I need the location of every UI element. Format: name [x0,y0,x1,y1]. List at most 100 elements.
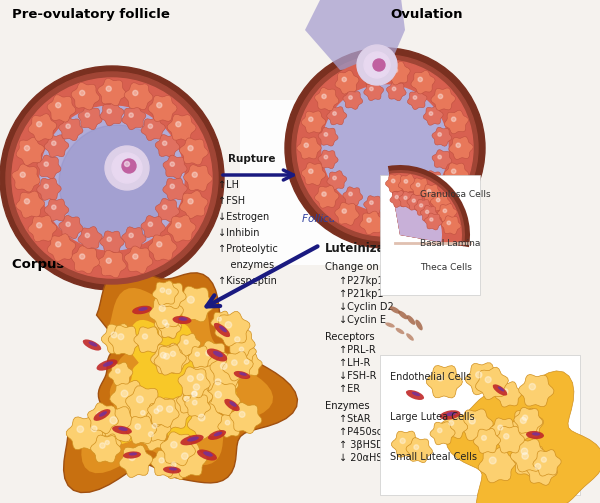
Circle shape [529,383,535,390]
Circle shape [333,112,337,115]
Circle shape [430,218,433,221]
Circle shape [160,352,166,358]
Ellipse shape [208,430,226,440]
Polygon shape [158,317,181,339]
Text: ↑ 3βHSD: ↑ 3βHSD [339,440,384,450]
Polygon shape [98,78,127,106]
Polygon shape [177,333,201,356]
Circle shape [221,363,227,369]
Circle shape [304,143,308,147]
Circle shape [148,222,152,226]
Circle shape [342,77,346,81]
Text: ↑P450scc: ↑P450scc [339,427,388,437]
Polygon shape [155,135,179,157]
Polygon shape [188,346,212,368]
Circle shape [239,411,245,417]
Polygon shape [100,102,124,126]
Circle shape [105,146,149,190]
Polygon shape [44,135,69,157]
Polygon shape [71,246,100,274]
Polygon shape [156,397,191,430]
Circle shape [133,91,138,96]
Polygon shape [167,114,196,140]
Circle shape [225,321,232,328]
Polygon shape [301,111,326,133]
Wedge shape [389,173,462,246]
Circle shape [438,133,442,136]
Text: Theca Cells: Theca Cells [420,263,472,272]
Text: Follicular Fluid: Follicular Fluid [302,214,377,224]
Circle shape [188,145,193,151]
Polygon shape [398,174,418,193]
Polygon shape [301,162,326,186]
Polygon shape [430,422,455,445]
Polygon shape [327,171,347,190]
Polygon shape [211,311,233,332]
Polygon shape [327,107,347,125]
Circle shape [170,162,175,166]
Polygon shape [183,375,218,407]
Ellipse shape [207,349,227,362]
Circle shape [541,457,547,462]
Circle shape [187,296,194,303]
Polygon shape [205,381,241,416]
Circle shape [135,424,140,430]
Polygon shape [178,367,211,398]
Polygon shape [47,95,76,122]
Polygon shape [163,155,187,179]
Ellipse shape [412,392,420,396]
Circle shape [157,242,162,247]
Circle shape [163,320,167,325]
Circle shape [404,180,407,183]
Polygon shape [167,215,196,242]
Circle shape [0,66,224,290]
Ellipse shape [197,450,217,461]
Polygon shape [98,434,121,457]
Ellipse shape [123,451,141,459]
Circle shape [217,317,221,321]
Ellipse shape [229,401,236,407]
Text: Endothelial Cells: Endothelial Cells [390,372,471,382]
Text: Pre-ovulatory follicle: Pre-ovulatory follicle [12,8,170,21]
Circle shape [170,442,177,448]
Text: Rupture: Rupture [228,154,275,164]
Ellipse shape [103,361,113,367]
Polygon shape [226,329,255,357]
Circle shape [198,414,205,421]
Polygon shape [441,413,467,439]
Text: Enzymes: Enzymes [325,401,370,411]
Polygon shape [441,216,461,234]
Polygon shape [223,351,253,381]
Circle shape [77,426,83,433]
Circle shape [164,354,169,359]
Polygon shape [16,191,44,218]
Polygon shape [297,137,322,159]
Circle shape [521,448,527,455]
Circle shape [393,218,398,222]
Text: ↑P21kp1: ↑P21kp1 [339,289,383,299]
Circle shape [152,424,157,429]
Polygon shape [431,88,455,111]
Ellipse shape [234,371,250,379]
Ellipse shape [118,427,128,431]
Circle shape [165,323,169,327]
Polygon shape [184,164,212,191]
Circle shape [414,445,419,450]
Circle shape [181,453,188,459]
Circle shape [163,205,167,209]
Polygon shape [133,404,158,428]
Circle shape [292,55,478,241]
Text: Basal Lamina: Basal Lamina [420,238,481,247]
Polygon shape [512,443,547,477]
Polygon shape [37,155,61,179]
Circle shape [106,86,112,92]
Circle shape [308,117,313,121]
Polygon shape [88,402,118,434]
Polygon shape [196,341,229,373]
Circle shape [427,190,431,193]
Ellipse shape [163,466,181,473]
Circle shape [416,183,420,187]
Polygon shape [431,185,455,209]
Polygon shape [406,438,433,463]
Polygon shape [421,185,442,203]
